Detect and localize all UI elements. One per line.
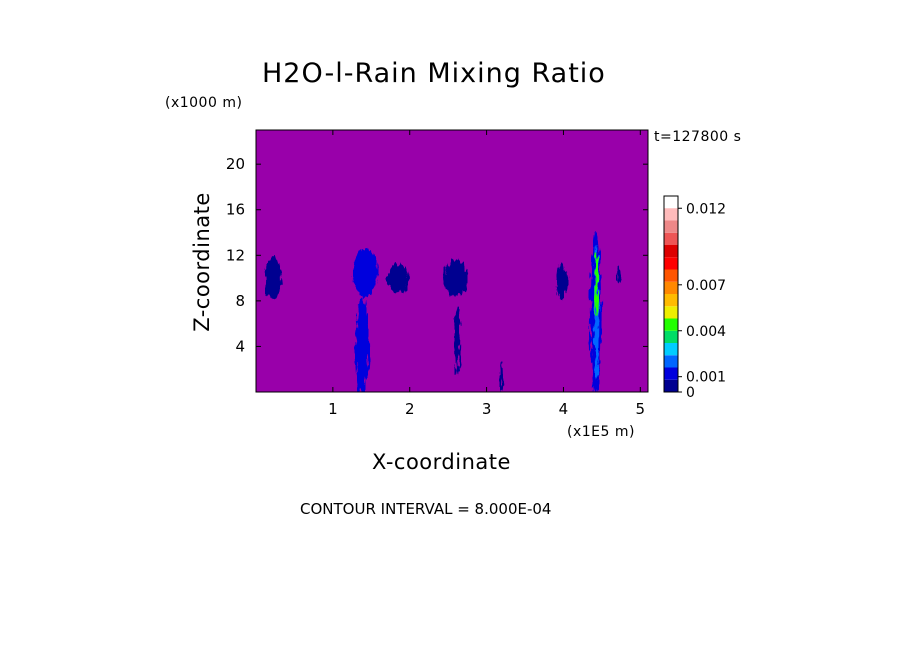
colorbar-segment-1 — [664, 367, 678, 380]
x-axis-ticks: 1 2 3 4 5 — [328, 130, 645, 418]
colorbar-segment-13 — [664, 220, 678, 233]
y-tick-label-0: 4 — [235, 337, 245, 355]
y-tick-label-4: 20 — [226, 155, 245, 173]
colorbar-label-1: 0.001 — [686, 370, 726, 386]
y-tick-label-1: 8 — [235, 292, 245, 310]
field-feature-4 — [443, 259, 469, 297]
colorbar-segment-9 — [664, 269, 678, 282]
field-feature-0 — [264, 257, 282, 299]
colorbar-segment-11 — [664, 245, 678, 258]
time-label: t=127800 s — [654, 129, 742, 145]
field-feature-10 — [594, 252, 599, 316]
colorbar-segment-6 — [664, 306, 678, 319]
colorbar-label-0: 0 — [686, 385, 695, 401]
colorbar-segment-2 — [664, 355, 678, 368]
x-tick-label-2: 3 — [482, 400, 492, 418]
field-feature-3 — [387, 263, 409, 293]
colorbar-label-4: 0.012 — [686, 201, 726, 217]
field-features — [264, 229, 622, 392]
field-feature-5 — [455, 306, 460, 375]
plot-frame — [255, 129, 649, 393]
field-feature-1 — [352, 248, 378, 297]
colorbar: 00.001 0.004 0.007 0.012 — [663, 195, 726, 401]
colorbar-segment-14 — [664, 208, 678, 221]
colorbar-label-2: 0.004 — [686, 324, 726, 340]
chart-title: H2O-l-Rain Mixing Ratio — [262, 58, 606, 89]
field-feature-7 — [556, 263, 568, 300]
y-tick-label-2: 12 — [226, 246, 245, 264]
field-feature-11 — [616, 267, 622, 282]
colorbar-segment-4 — [664, 330, 678, 343]
z-unit-label: (x1000 m) — [165, 95, 243, 111]
x-tick-label-1: 2 — [405, 400, 415, 418]
y-tick-label-3: 16 — [226, 201, 245, 219]
colorbar-segment-8 — [664, 281, 678, 294]
x-axis-label: X-coordinate — [372, 450, 511, 474]
colorbar-segment-5 — [664, 318, 678, 331]
field-feature-6 — [500, 361, 504, 392]
y-axis-ticks: 4 8 12 16 20 — [226, 155, 648, 355]
colorbar-segment-3 — [664, 343, 678, 356]
field-feature-2 — [355, 298, 369, 392]
colorbar-label-3: 0.007 — [686, 278, 726, 294]
colorbar-frame — [663, 195, 679, 393]
contour-interval-label: CONTOUR INTERVAL = 8.000E-04 — [300, 500, 552, 518]
colorbar-segment-7 — [664, 294, 678, 307]
x-tick-label-3: 4 — [559, 400, 569, 418]
colorbar-segment-12 — [664, 232, 678, 245]
colorbar-segment-10 — [664, 257, 678, 270]
x-unit-label: (x1E5 m) — [567, 424, 635, 440]
colorbar-segment-0 — [664, 379, 678, 392]
x-tick-label-0: 1 — [328, 400, 338, 418]
x-tick-label-4: 5 — [636, 400, 646, 418]
